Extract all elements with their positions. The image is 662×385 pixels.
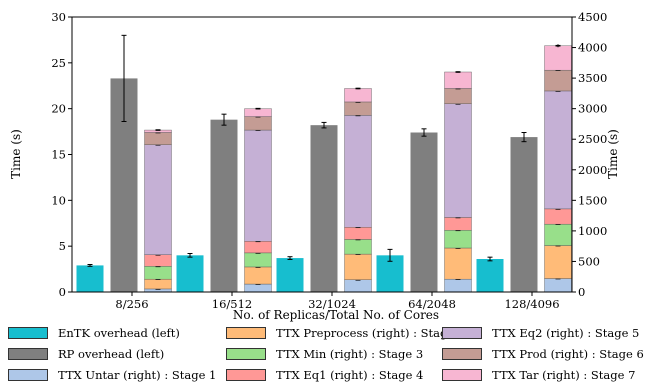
bar-stage-6 bbox=[244, 116, 272, 131]
y-axis-right-label: Time (s) bbox=[606, 129, 620, 179]
bar-entk-overhead bbox=[176, 255, 204, 292]
bar-stage-6 bbox=[544, 69, 572, 92]
bar-stage-7 bbox=[544, 45, 572, 71]
y-axis-left-label: Time (s) bbox=[9, 129, 23, 179]
legend-label: TTX Tar (right) : Stage 7 bbox=[492, 368, 636, 382]
legend-label: TTX Prod (right) : Stage 6 bbox=[492, 347, 644, 361]
bar-stage-2 bbox=[244, 266, 272, 285]
legend-swatch bbox=[8, 327, 48, 339]
legend-item: TTX Eq1 (right) : Stage 4 bbox=[226, 365, 423, 385]
y-right-tick-label: 4500 bbox=[578, 10, 607, 24]
y-right-tick-label: 3500 bbox=[578, 71, 607, 85]
bar-stage-4 bbox=[444, 217, 472, 231]
legend-swatch bbox=[442, 369, 482, 381]
legend-item: TTX Eq2 (right) : Stage 5 bbox=[442, 323, 639, 343]
legend-label: RP overhead (left) bbox=[58, 347, 165, 361]
legend-item: TTX Preprocess (right) : Stage 2 bbox=[226, 323, 465, 343]
bar-stage-4 bbox=[244, 241, 272, 254]
y-left-tick-label: 10 bbox=[51, 193, 66, 207]
legend-label: TTX Min (right) : Stage 3 bbox=[276, 347, 424, 361]
y-right-tick-label: 2000 bbox=[578, 163, 607, 177]
y-left-tick-label: 30 bbox=[51, 10, 66, 24]
x-tick-label: 64/2048 bbox=[408, 297, 456, 311]
legend-swatch bbox=[226, 327, 266, 339]
bar-stage-4 bbox=[344, 227, 372, 240]
bar-stage-3 bbox=[344, 239, 372, 255]
legend-item: TTX Prod (right) : Stage 6 bbox=[442, 344, 644, 364]
bar-stage-2 bbox=[144, 278, 172, 290]
x-tick-label: 8/256 bbox=[115, 297, 148, 311]
legend-item: TTX Untar (right) : Stage 1 bbox=[8, 365, 216, 385]
bar-stage-6 bbox=[444, 88, 472, 104]
legend-swatch bbox=[8, 369, 48, 381]
bar-stage-2 bbox=[444, 247, 472, 280]
legend-item: RP overhead (left) bbox=[8, 344, 164, 364]
bar-stage-6 bbox=[144, 132, 172, 145]
legend: EnTK overhead (left) RP overhead (left) TT… bbox=[0, 322, 662, 385]
bar-stage-2 bbox=[544, 245, 572, 279]
axes-layer: 8/256 16/512 32/1024 64/2048 128/4096 0 5 10 15 2… bbox=[51, 10, 607, 311]
bar-rp-overhead bbox=[210, 119, 238, 293]
x-tick-label: 32/1024 bbox=[308, 297, 356, 311]
bar-stage-2 bbox=[344, 253, 372, 280]
bar-stage-3 bbox=[144, 266, 172, 280]
legend-swatch bbox=[442, 327, 482, 339]
bars-layer bbox=[76, 34, 572, 293]
legend-swatch bbox=[442, 348, 482, 360]
bar-stage-5 bbox=[244, 129, 272, 242]
bar-stage-1 bbox=[244, 283, 272, 293]
x-axis-label: No. of Replicas/Total No. of Cores bbox=[233, 308, 439, 322]
legend-swatch bbox=[226, 369, 266, 381]
bar-stage-3 bbox=[444, 230, 472, 249]
bar-stage-5 bbox=[544, 90, 572, 210]
bar-stage-5 bbox=[344, 115, 372, 228]
legend-label: TTX Preprocess (right) : Stage 2 bbox=[276, 326, 466, 340]
x-tick-label: 16/512 bbox=[212, 297, 252, 311]
legend-label: EnTK overhead (left) bbox=[58, 326, 180, 340]
legend-item: TTX Tar (right) : Stage 7 bbox=[442, 365, 635, 385]
legend-item: EnTK overhead (left) bbox=[8, 323, 180, 343]
bar-stage-1 bbox=[544, 278, 572, 293]
bar-rp-overhead bbox=[310, 125, 338, 293]
bar-stage-7 bbox=[344, 88, 372, 103]
bar-entk-overhead bbox=[476, 259, 504, 292]
chart: 8/256 16/512 32/1024 64/2048 128/4096 0 5 10 15 2… bbox=[9, 10, 620, 322]
y-right-tick-label: 4000 bbox=[578, 41, 607, 55]
y-right-tick-label: 500 bbox=[578, 254, 600, 268]
legend-swatch bbox=[226, 348, 266, 360]
bar-entk-overhead bbox=[276, 258, 304, 292]
bar-rp-overhead bbox=[510, 137, 538, 292]
y-left-tick-label: 20 bbox=[51, 102, 66, 116]
y-left-tick-label: 0 bbox=[59, 285, 66, 299]
bar-stage-7 bbox=[244, 108, 272, 117]
bar-stage-3 bbox=[544, 223, 572, 246]
legend-label: TTX Untar (right) : Stage 1 bbox=[58, 368, 217, 382]
y-left-tick-label: 25 bbox=[51, 56, 66, 70]
bar-stage-3 bbox=[244, 252, 272, 268]
y-right-tick-label: 1000 bbox=[578, 224, 607, 238]
bar-stage-1 bbox=[444, 278, 472, 293]
bar-stage-4 bbox=[544, 208, 572, 225]
bar-stage-1 bbox=[344, 279, 372, 293]
legend-label: TTX Eq2 (right) : Stage 5 bbox=[492, 326, 640, 340]
y-right-tick-label: 1500 bbox=[578, 193, 607, 207]
legend-item: TTX Min (right) : Stage 3 bbox=[226, 344, 423, 364]
y-left-tick-label: 5 bbox=[59, 239, 66, 253]
x-tick-label: 128/4096 bbox=[504, 297, 559, 311]
bar-stage-5 bbox=[444, 103, 472, 218]
y-right-tick-label: 2500 bbox=[578, 132, 607, 146]
legend-swatch bbox=[8, 348, 48, 360]
y-right-tick-label: 0 bbox=[578, 285, 585, 299]
y-left-tick-label: 15 bbox=[51, 148, 66, 162]
bar-entk-overhead bbox=[76, 265, 104, 292]
bar-rp-overhead bbox=[410, 132, 438, 292]
bar-stage-6 bbox=[344, 101, 372, 116]
bar-stage-7 bbox=[444, 71, 472, 89]
bar-stage-4 bbox=[144, 254, 172, 267]
legend-label: TTX Eq1 (right) : Stage 4 bbox=[276, 368, 424, 382]
bar-stage-5 bbox=[144, 144, 172, 255]
y-right-tick-label: 3000 bbox=[578, 102, 607, 116]
